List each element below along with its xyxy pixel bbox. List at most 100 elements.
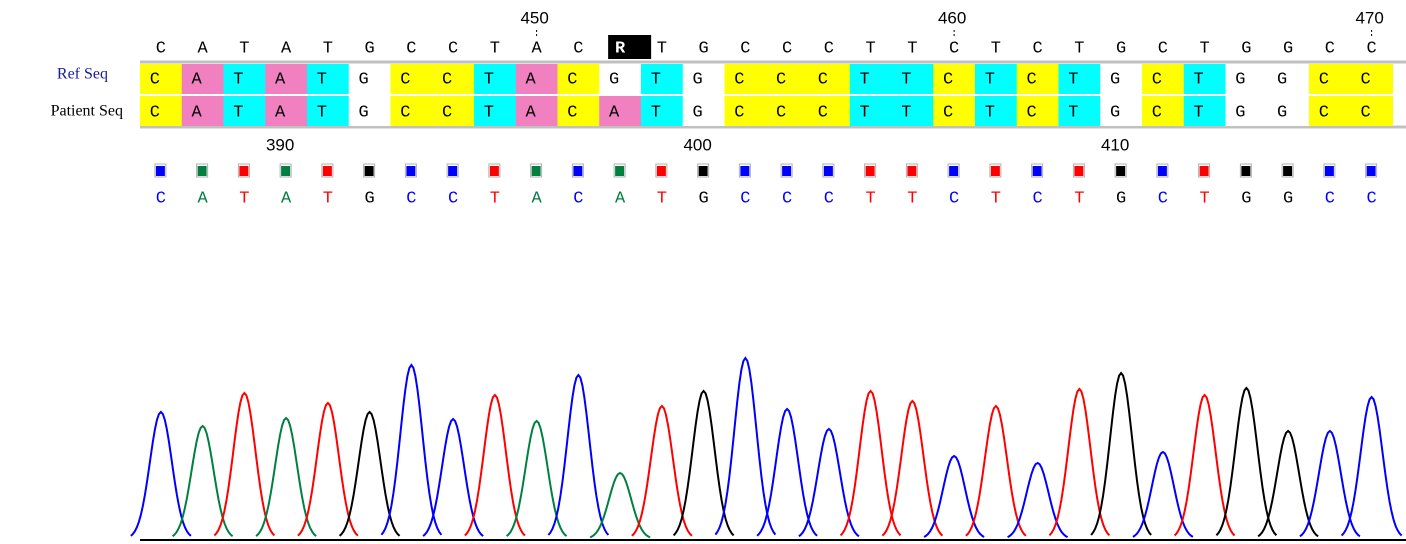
- seq-base: C: [567, 70, 577, 89]
- seq-cell: [1183, 96, 1226, 126]
- seq-base: G: [1277, 103, 1287, 122]
- base-call: G: [699, 189, 709, 208]
- seq-cell: [348, 64, 391, 94]
- seq-base: C: [1152, 103, 1162, 122]
- seq-base: G: [1277, 70, 1287, 89]
- consensus-base: C: [406, 39, 416, 58]
- seq-cell: [181, 64, 224, 94]
- base-call: G: [365, 189, 375, 208]
- seq-base: G: [359, 70, 369, 89]
- seq-cell: [766, 96, 809, 126]
- consensus-base: C: [824, 39, 834, 58]
- seq-base: C: [400, 70, 410, 89]
- base-call: T: [490, 189, 500, 208]
- seq-cell: [724, 96, 767, 126]
- seq-cell: [1016, 96, 1059, 126]
- base-call: G: [1283, 189, 1293, 208]
- base-call: C: [1033, 189, 1043, 208]
- quality-bar: [322, 166, 332, 176]
- seq-base: A: [192, 70, 203, 89]
- seq-cell: [223, 64, 266, 94]
- seq-base: C: [150, 103, 160, 122]
- consensus-base: G: [699, 39, 709, 58]
- patient-seq-label: Patient Seq: [51, 103, 123, 120]
- seq-cell: [1350, 64, 1393, 94]
- seq-base: T: [901, 103, 911, 122]
- seq-base: T: [484, 70, 494, 89]
- seq-cell: [682, 64, 725, 94]
- consensus-base: T: [907, 39, 917, 58]
- trace-peak: [965, 404, 1027, 537]
- seq-base: T: [1068, 70, 1078, 89]
- quality-bar: [907, 166, 917, 176]
- seq-cell: [599, 96, 642, 126]
- seq-cell: [641, 64, 684, 94]
- base-call: C: [782, 189, 792, 208]
- trace-peak: [1257, 429, 1319, 538]
- trace-peak: [505, 419, 568, 537]
- quality-bar: [656, 166, 666, 176]
- consensus-base: C: [156, 39, 166, 58]
- quality-bar: [155, 166, 165, 176]
- trace-peak: [338, 410, 401, 537]
- seq-base: C: [943, 70, 953, 89]
- consensus-base: C: [1158, 39, 1168, 58]
- seq-cell: [1142, 64, 1185, 94]
- base-call: T: [866, 189, 876, 208]
- seq-cell: [891, 96, 934, 126]
- quality-bar: [1116, 166, 1126, 176]
- seq-cell: [557, 96, 600, 126]
- seq-cell: [1100, 64, 1143, 94]
- seq-cell: [265, 64, 308, 94]
- seq-base: C: [734, 103, 744, 122]
- trace-peak: [464, 393, 526, 537]
- seq-cell: [307, 96, 350, 126]
- seq-base: C: [1361, 103, 1371, 122]
- seq-cell: [390, 64, 433, 94]
- trace-peak: [756, 407, 818, 537]
- consensus-base: G: [1116, 39, 1126, 58]
- base-call: T: [239, 189, 249, 208]
- seq-base: A: [526, 103, 537, 122]
- trace-peak: [1090, 371, 1152, 536]
- seq-cell: [515, 64, 558, 94]
- quality-bar: [1199, 166, 1209, 176]
- consensus-base: T: [991, 39, 1001, 58]
- position-number: 460: [938, 8, 966, 27]
- seq-base: C: [734, 70, 744, 89]
- seq-base: G: [693, 70, 703, 89]
- base-call: A: [281, 189, 292, 208]
- seq-cell: [265, 96, 308, 126]
- consensus-base: T: [1200, 39, 1210, 58]
- consensus-base: A: [198, 39, 209, 58]
- trace-peak: [255, 416, 317, 537]
- seq-cell: [307, 64, 350, 94]
- seq-cell: [599, 64, 642, 94]
- seq-cell: [641, 96, 684, 126]
- position-number: 470: [1355, 8, 1383, 27]
- quality-bar: [865, 166, 875, 176]
- seq-base: T: [233, 70, 243, 89]
- seq-cell: [557, 64, 600, 94]
- trace-peak: [213, 391, 276, 537]
- seq-base: C: [150, 70, 160, 89]
- ambiguity-highlight: [608, 35, 652, 59]
- quality-bar: [448, 166, 458, 176]
- seq-cell: [1016, 64, 1059, 94]
- trace-peak: [1173, 393, 1236, 537]
- consensus-base: C: [1033, 39, 1043, 58]
- seq-base: A: [609, 103, 620, 122]
- quality-bar: [698, 166, 708, 176]
- consensus-base: T: [1074, 39, 1084, 58]
- base-call: A: [532, 189, 543, 208]
- quality-bar: [406, 166, 416, 176]
- quality-bar: [823, 166, 833, 176]
- quality-bar: [281, 166, 291, 176]
- seq-base: T: [901, 70, 911, 89]
- seq-base: T: [484, 103, 494, 122]
- seq-base: C: [1027, 70, 1037, 89]
- seq-base: A: [526, 70, 537, 89]
- quality-bar: [364, 166, 374, 176]
- seq-cell: [140, 64, 183, 94]
- seq-cell: [1309, 96, 1352, 126]
